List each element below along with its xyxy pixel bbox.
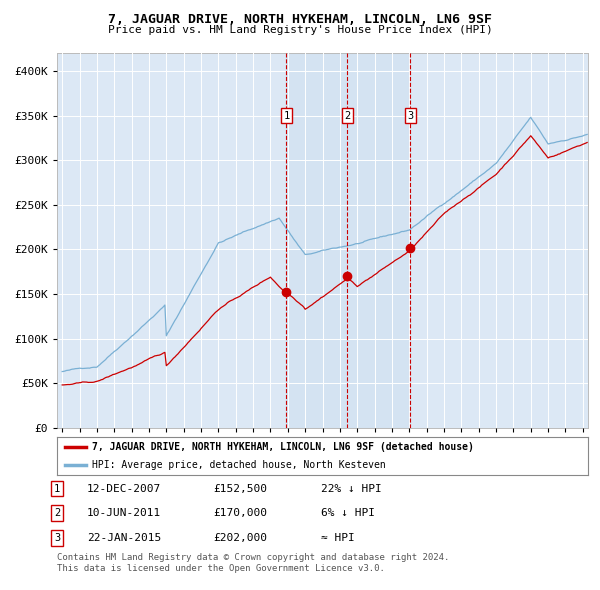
Text: Price paid vs. HM Land Registry's House Price Index (HPI): Price paid vs. HM Land Registry's House …	[107, 25, 493, 35]
Bar	[286, 53, 410, 428]
Text: 22% ↓ HPI: 22% ↓ HPI	[321, 484, 382, 493]
Text: 7, JAGUAR DRIVE, NORTH HYKEHAM, LINCOLN, LN6 9SF: 7, JAGUAR DRIVE, NORTH HYKEHAM, LINCOLN,…	[108, 13, 492, 26]
Text: 7, JAGUAR DRIVE, NORTH HYKEHAM, LINCOLN, LN6 9SF (detached house): 7, JAGUAR DRIVE, NORTH HYKEHAM, LINCOLN,…	[92, 442, 473, 452]
Text: £170,000: £170,000	[213, 509, 267, 518]
Text: 10-JUN-2011: 10-JUN-2011	[87, 509, 161, 518]
Text: 2: 2	[344, 110, 350, 120]
Text: ≈ HPI: ≈ HPI	[321, 533, 355, 543]
Text: 1: 1	[54, 484, 60, 493]
Text: 12-DEC-2007: 12-DEC-2007	[87, 484, 161, 493]
Text: £202,000: £202,000	[213, 533, 267, 543]
Text: 1: 1	[283, 110, 289, 120]
Text: HPI: Average price, detached house, North Kesteven: HPI: Average price, detached house, Nort…	[92, 460, 385, 470]
Text: 3: 3	[407, 110, 413, 120]
Text: Contains HM Land Registry data © Crown copyright and database right 2024.: Contains HM Land Registry data © Crown c…	[57, 553, 449, 562]
Text: 2: 2	[54, 509, 60, 518]
Text: This data is licensed under the Open Government Licence v3.0.: This data is licensed under the Open Gov…	[57, 565, 385, 573]
Text: 6% ↓ HPI: 6% ↓ HPI	[321, 509, 375, 518]
Text: £152,500: £152,500	[213, 484, 267, 493]
Text: 3: 3	[54, 533, 60, 543]
Text: 22-JAN-2015: 22-JAN-2015	[87, 533, 161, 543]
